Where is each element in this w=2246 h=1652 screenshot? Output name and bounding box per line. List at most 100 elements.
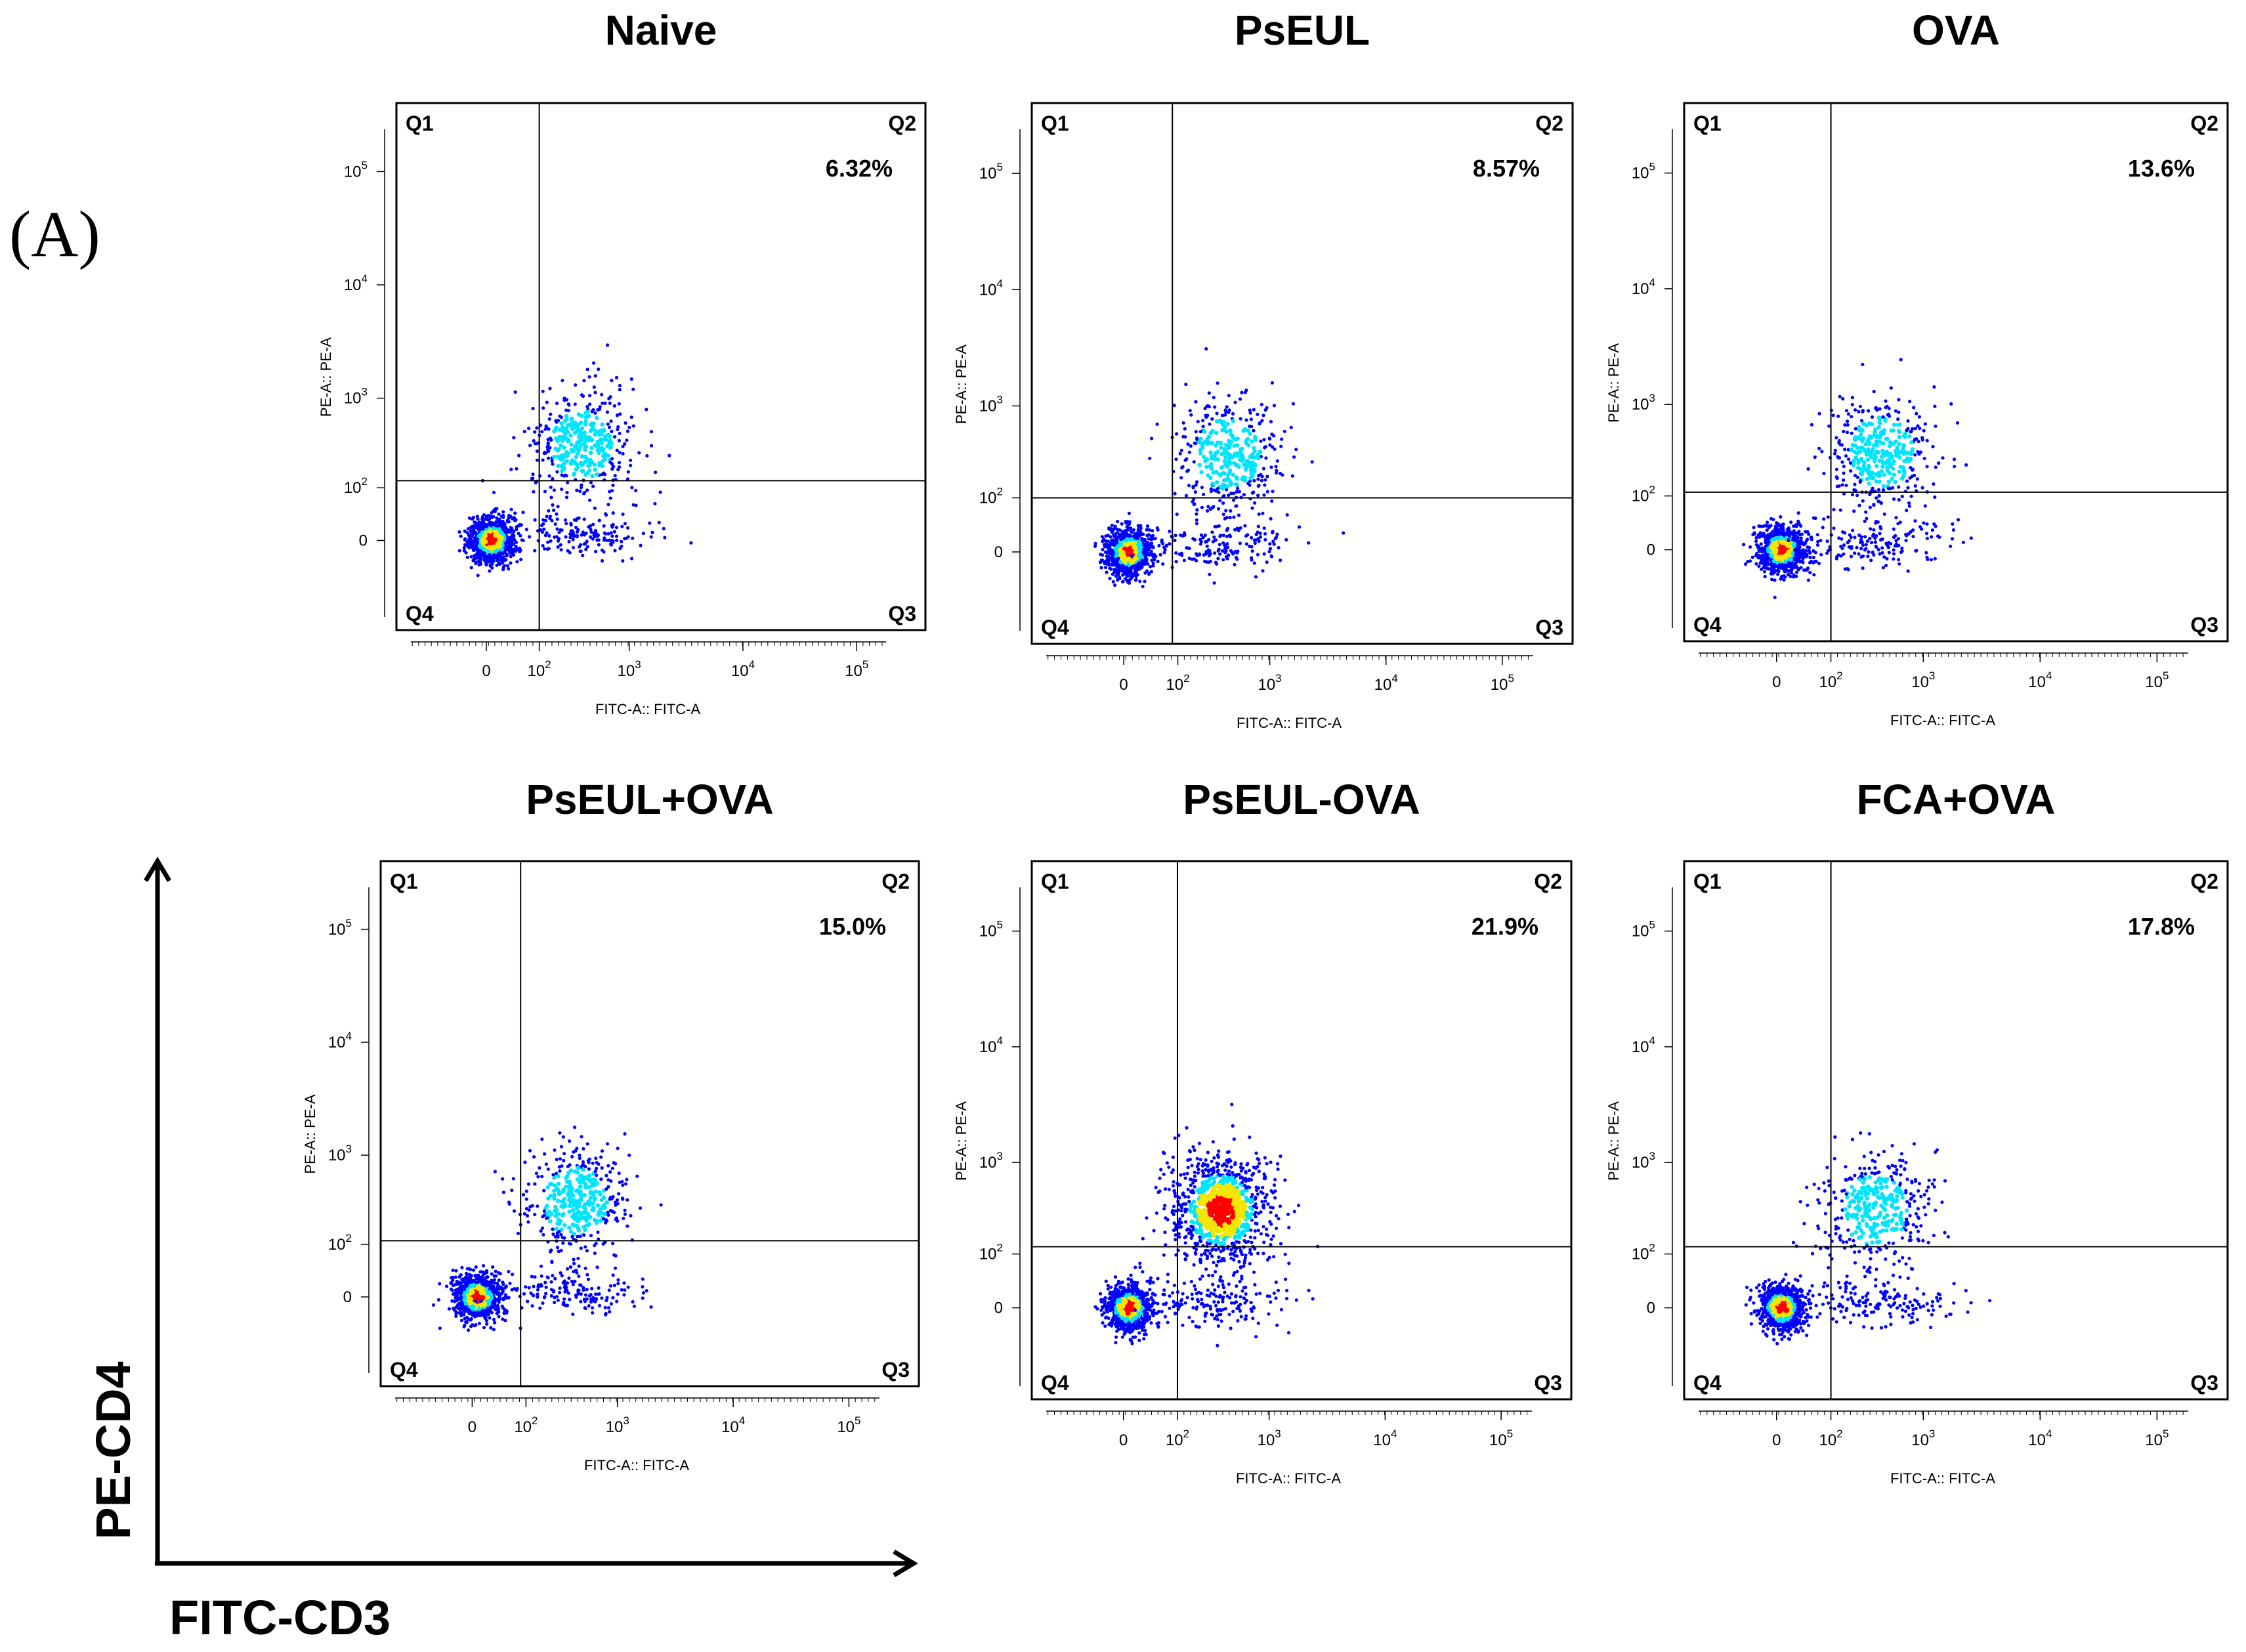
event-dot bbox=[511, 551, 515, 555]
event-dot bbox=[1897, 562, 1901, 566]
event-dot bbox=[1897, 469, 1901, 474]
event-dot bbox=[601, 447, 606, 452]
event-dot bbox=[1748, 545, 1752, 549]
event-dot bbox=[517, 454, 521, 457]
event-dot bbox=[547, 509, 551, 513]
event-dot bbox=[545, 400, 549, 404]
event-dot bbox=[591, 408, 595, 412]
event-dot bbox=[1763, 524, 1767, 528]
event-dot bbox=[1237, 527, 1240, 532]
event-dot bbox=[1099, 566, 1103, 570]
event-dot bbox=[1783, 575, 1787, 579]
event-dot bbox=[583, 419, 588, 424]
event-dot bbox=[1250, 549, 1254, 553]
event-dot bbox=[1284, 538, 1288, 542]
event-dot bbox=[498, 517, 501, 521]
event-dot bbox=[1760, 561, 1764, 565]
event-dot bbox=[1145, 528, 1149, 532]
event-dot bbox=[1120, 566, 1124, 570]
event-dot bbox=[551, 477, 555, 481]
event-dot bbox=[1930, 528, 1934, 532]
event-dot bbox=[1887, 406, 1891, 410]
event-dot bbox=[624, 536, 628, 540]
event-dot bbox=[1853, 482, 1857, 486]
event-dot bbox=[1221, 534, 1225, 538]
event-dot bbox=[1242, 475, 1248, 480]
event-dot bbox=[631, 536, 635, 540]
event-dot bbox=[513, 390, 517, 394]
event-dot bbox=[543, 519, 548, 522]
y-tick-label: 104 bbox=[979, 277, 1003, 299]
event-dot bbox=[1880, 546, 1884, 550]
event-dot bbox=[1168, 542, 1172, 546]
event-dot bbox=[617, 402, 621, 406]
event-dot bbox=[1160, 540, 1164, 544]
event-dot bbox=[1268, 437, 1272, 441]
event-dot bbox=[1773, 578, 1777, 582]
event-dot bbox=[1223, 551, 1227, 555]
event-dot bbox=[554, 425, 559, 430]
event-dot bbox=[1199, 470, 1204, 475]
event-dot bbox=[564, 408, 568, 412]
event-dot bbox=[488, 563, 492, 567]
event-dot bbox=[1760, 546, 1764, 550]
event-dot bbox=[1282, 429, 1286, 433]
event-dot bbox=[480, 552, 484, 556]
event-dot bbox=[1881, 488, 1886, 492]
x-tick-label: 105 bbox=[1491, 672, 1514, 694]
event-dot bbox=[1843, 448, 1847, 452]
event-dot bbox=[1764, 540, 1768, 543]
event-dot bbox=[1792, 529, 1796, 533]
event-dot bbox=[1897, 485, 1901, 489]
event-dot bbox=[1934, 465, 1938, 469]
event-dot bbox=[1871, 486, 1875, 490]
event-dot bbox=[1143, 580, 1147, 583]
event-dot bbox=[1895, 445, 1899, 450]
event-dot bbox=[1109, 527, 1113, 531]
event-dot bbox=[1116, 578, 1120, 582]
event-dot bbox=[1151, 529, 1155, 533]
event-dot bbox=[1802, 568, 1806, 572]
event-dot bbox=[1129, 559, 1135, 565]
event-dot bbox=[556, 545, 560, 549]
event-dot bbox=[515, 525, 519, 529]
event-dot bbox=[1225, 528, 1229, 532]
event-dot bbox=[597, 461, 602, 465]
event-dot bbox=[1226, 446, 1231, 451]
event-dot bbox=[463, 538, 467, 542]
event-dot bbox=[1769, 553, 1774, 558]
event-dot bbox=[1243, 463, 1248, 468]
event-dot bbox=[1922, 429, 1926, 433]
event-dot bbox=[1261, 569, 1265, 573]
event-dot bbox=[1755, 551, 1759, 555]
event-dot bbox=[1906, 419, 1910, 423]
event-dot bbox=[1872, 457, 1877, 461]
event-dot bbox=[486, 514, 490, 518]
event-dot bbox=[1864, 543, 1868, 547]
event-dot bbox=[1116, 520, 1120, 524]
event-dot bbox=[1212, 535, 1216, 539]
event-dot bbox=[1785, 568, 1789, 572]
event-dot bbox=[505, 530, 509, 534]
event-dot bbox=[564, 496, 569, 499]
event-dot bbox=[564, 474, 568, 478]
event-dot bbox=[582, 379, 586, 383]
event-dot bbox=[608, 496, 612, 500]
event-dot bbox=[1817, 446, 1821, 451]
event-dot bbox=[1779, 515, 1783, 519]
event-dot bbox=[1250, 536, 1254, 540]
event-dot bbox=[1853, 536, 1857, 540]
event-dot bbox=[1892, 552, 1896, 556]
event-dot bbox=[1808, 570, 1812, 574]
event-dot bbox=[1880, 454, 1884, 459]
event-dot bbox=[500, 556, 504, 560]
event-dot bbox=[1742, 543, 1746, 547]
event-dot bbox=[1196, 419, 1200, 423]
event-dot bbox=[1142, 543, 1146, 547]
event-dot bbox=[1141, 551, 1145, 555]
event-dot bbox=[473, 553, 477, 558]
event-dot bbox=[1900, 546, 1904, 550]
event-dot bbox=[550, 459, 554, 463]
event-dot bbox=[1910, 447, 1915, 452]
event-dot bbox=[1112, 541, 1116, 545]
